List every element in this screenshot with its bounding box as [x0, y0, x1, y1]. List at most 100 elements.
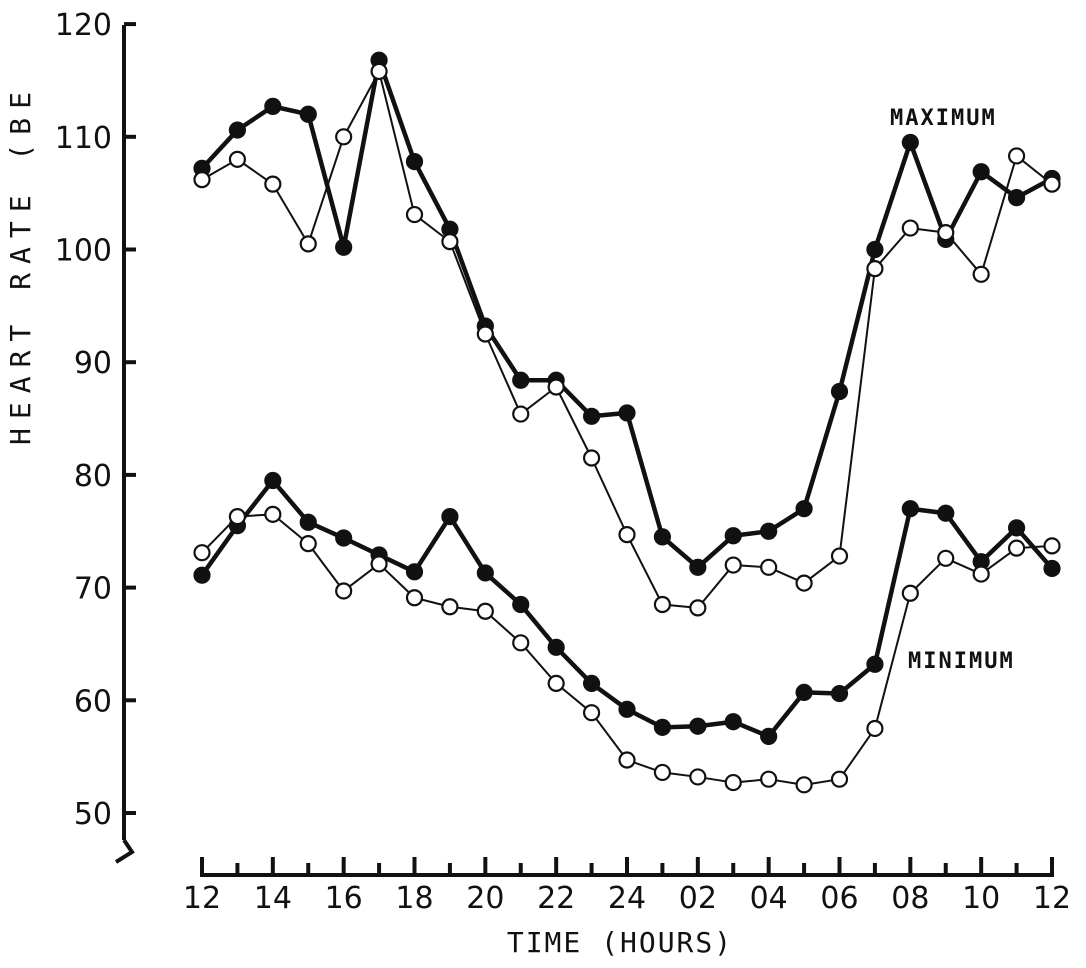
data-point-open [1007, 539, 1026, 557]
data-point-open [724, 773, 742, 792]
data-point-open [547, 378, 565, 396]
x-tick-label: 22 [537, 881, 575, 916]
y-tick-label: 80 [74, 459, 112, 494]
data-point-filled [724, 527, 742, 545]
data-point-open [1007, 147, 1026, 165]
data-point-open [760, 558, 778, 576]
data-point-filled [1007, 189, 1026, 207]
data-point-filled [1043, 559, 1061, 578]
series-minimum-open [193, 505, 1061, 794]
data-point-open [618, 526, 636, 544]
data-point-open [547, 674, 565, 692]
data-point-open [901, 584, 919, 602]
data-point-open [830, 547, 849, 565]
data-point-open [264, 505, 282, 523]
data-point-open [512, 634, 530, 652]
data-point-filled [582, 674, 601, 692]
data-point-open [795, 574, 813, 592]
series-maximum-open [193, 62, 1061, 617]
series-minimum-filled [193, 471, 1061, 745]
data-point-open [760, 770, 778, 788]
data-point-filled [335, 238, 353, 256]
data-point-open [1043, 175, 1061, 193]
data-point-filled [689, 717, 707, 735]
data-point-open [972, 565, 990, 583]
data-point-open [370, 62, 388, 81]
data-point-open [441, 598, 459, 616]
data-point-open [1043, 537, 1061, 555]
series-line [200, 57, 1054, 570]
data-point-open [441, 233, 459, 251]
data-point-filled [193, 566, 211, 584]
data-point-filled [547, 638, 565, 656]
data-point-filled [335, 529, 353, 547]
data-point-open [689, 768, 707, 786]
data-point-filled [760, 522, 778, 540]
x-tick-label: 24 [608, 881, 646, 916]
data-point-open [370, 555, 388, 573]
data-point-open [866, 260, 884, 278]
data-point-filled [901, 133, 919, 152]
data-point-filled [866, 240, 884, 259]
data-point-filled [264, 471, 282, 490]
x-tick-label: 06 [820, 881, 858, 916]
x-tick-label: 16 [325, 881, 363, 916]
x-tick-label: 02 [679, 881, 717, 916]
y-axis-title: HEART RATE (BE [4, 83, 37, 445]
data-point-filled [1007, 519, 1026, 537]
axes: 50 60 70 80 90 100 110 120 12 14 16 18 20 22 24 02 04 06 0… [55, 8, 1071, 916]
data-point-filled [618, 700, 636, 718]
data-point-open [689, 599, 707, 617]
data-point-open [476, 602, 494, 620]
data-point-open [937, 223, 955, 242]
data-point-open [972, 265, 990, 283]
data-point-filled [512, 371, 530, 389]
data-point-filled [228, 121, 247, 139]
data-point-filled [405, 152, 424, 171]
data-point-open [405, 589, 424, 607]
x-axis-title: TIME (HOURS) [507, 926, 733, 959]
x-tick-label: 04 [750, 881, 788, 916]
data-point-open [937, 549, 955, 567]
data-point-filled [441, 507, 459, 526]
data-point-filled [830, 684, 849, 703]
data-point-filled [724, 713, 742, 731]
data-point-filled [618, 404, 636, 422]
data-point-open [476, 325, 494, 343]
data-point-open [901, 219, 919, 237]
data-point-open [582, 449, 601, 467]
data-point-filled [972, 163, 990, 181]
data-point-filled [405, 563, 424, 581]
data-point-filled [653, 528, 672, 546]
x-tick-label: 20 [466, 881, 504, 916]
data-point-filled [476, 564, 494, 582]
y-tick-label: 120 [55, 8, 112, 43]
data-point-filled [264, 97, 282, 115]
data-point-open [866, 719, 884, 738]
data-point-filled [582, 407, 601, 425]
data-point-filled [689, 558, 707, 576]
data-point-open [193, 171, 211, 189]
data-point-filled [512, 595, 530, 614]
data-point-open [724, 556, 742, 574]
y-tick-label: 100 [55, 234, 112, 269]
series-layer [193, 51, 1061, 794]
y-tick-label: 110 [55, 121, 112, 156]
data-point-open [830, 770, 849, 788]
x-tick-label: 12 [1033, 881, 1071, 916]
data-point-filled [760, 727, 778, 745]
y-tick-label: 50 [74, 797, 112, 832]
data-point-open [653, 763, 672, 782]
data-point-open [405, 205, 424, 224]
y-axis-break [114, 838, 135, 864]
data-point-open [512, 405, 530, 423]
data-point-filled [795, 683, 813, 702]
data-point-filled [830, 382, 849, 401]
x-tick-label: 18 [395, 881, 433, 916]
y-tick-label: 90 [74, 346, 112, 381]
series-maximum-filled [193, 51, 1061, 576]
x-tick-label: 08 [891, 881, 929, 916]
data-point-filled [937, 504, 955, 522]
data-point-open [335, 582, 353, 600]
